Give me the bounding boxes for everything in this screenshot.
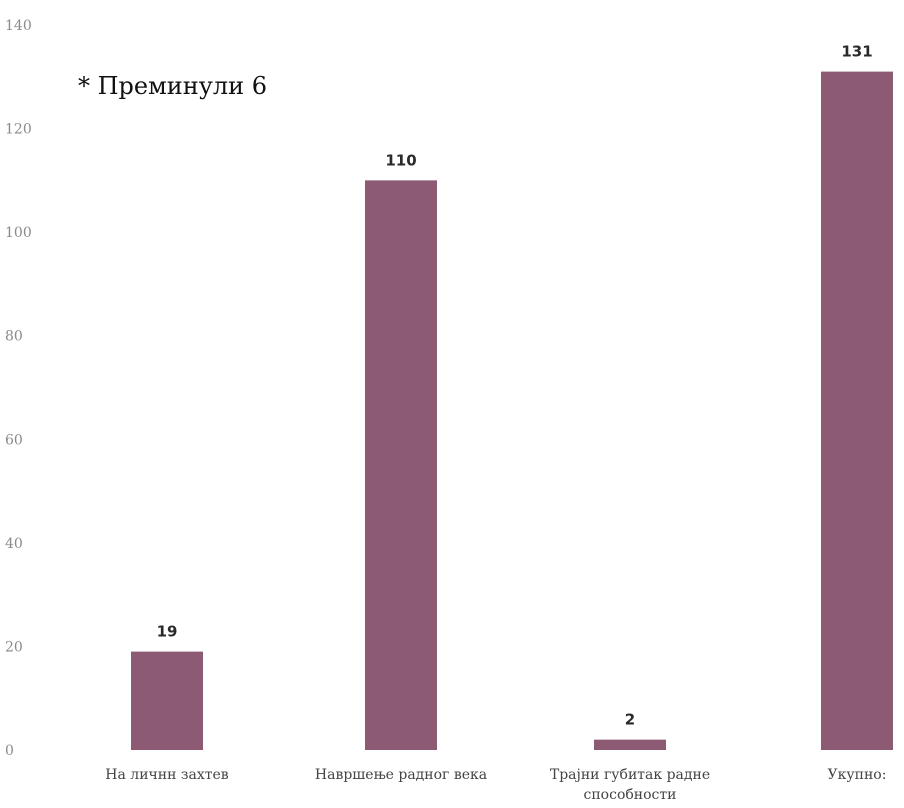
y-tick-label: 100 [5, 225, 32, 241]
data-label: 131 [841, 43, 872, 61]
y-tick-label: 140 [5, 18, 32, 34]
bar [365, 180, 437, 750]
data-label: 110 [385, 151, 416, 169]
x-tick-label: Навршење радног века [315, 767, 487, 783]
y-tick-label: 80 [5, 329, 23, 345]
data-label: 2 [625, 711, 635, 729]
value-labels: 19 110 2 131 [157, 43, 873, 729]
annotation-deceased: * Преминули 6 [78, 72, 267, 100]
bar [131, 652, 203, 750]
data-label: 19 [157, 623, 178, 641]
x-tick-label: Трајни губитак радне [550, 767, 710, 783]
bars [131, 72, 893, 750]
x-tick-label: На личнн захтев [105, 767, 229, 783]
y-tick-label: 40 [5, 536, 23, 552]
y-tick-label: 0 [5, 743, 14, 759]
y-tick-label: 20 [5, 639, 23, 655]
y-tick-label: 60 [5, 432, 23, 448]
bar [594, 740, 666, 750]
y-axis: 0 20 40 60 80 100 120 140 [5, 18, 32, 759]
x-tick-label: Укупно: [828, 767, 887, 783]
x-axis: На личнн захтев Навршење радног века Трајн… [105, 767, 886, 803]
bar [821, 72, 893, 750]
x-tick-label: способности [584, 787, 677, 803]
y-tick-label: 120 [5, 122, 32, 138]
